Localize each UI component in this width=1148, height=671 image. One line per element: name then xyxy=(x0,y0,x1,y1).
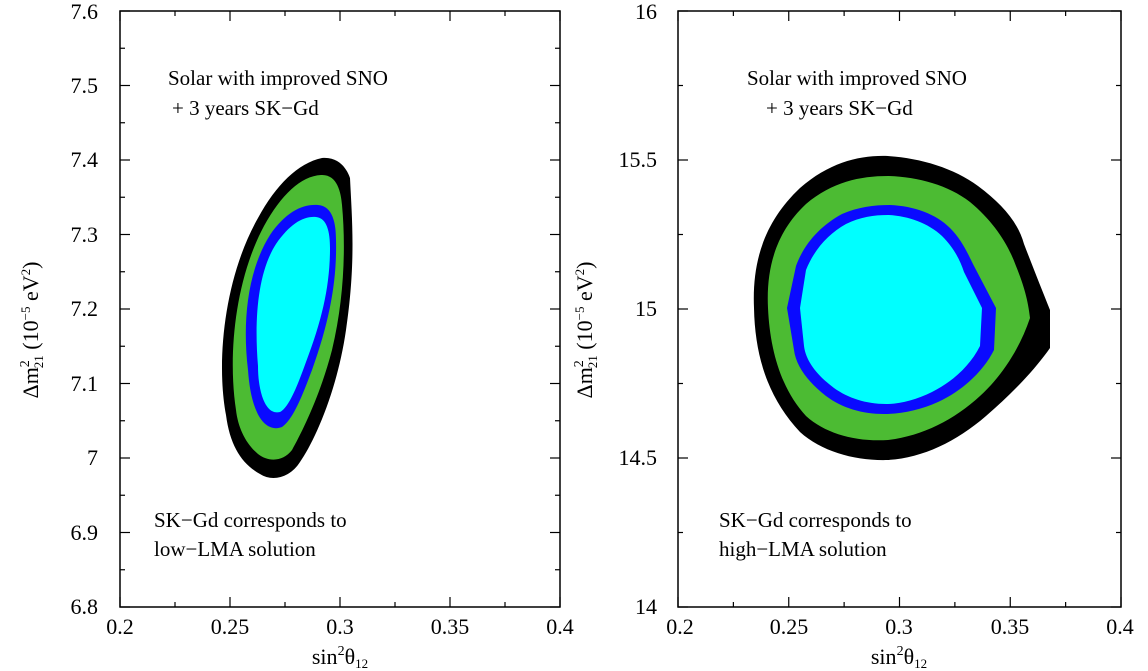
right-ytick-label: 15 xyxy=(635,296,657,321)
right-title-line1: Solar with improved SNO xyxy=(747,66,967,90)
right-xtick-label: 0.35 xyxy=(991,614,1030,639)
right-ytick-label: 15.5 xyxy=(619,147,658,172)
left-ytick-label: 7.5 xyxy=(71,73,99,98)
right-y-axis-label: Δm221 (10−5 eV2) xyxy=(572,262,600,399)
left-y-axis-label: Δm221 (10−5 eV2) xyxy=(18,262,46,399)
left-ytick-label: 6.8 xyxy=(71,594,99,619)
right-xtick-label: 0.4 xyxy=(1106,614,1134,639)
left-title-line2: + 3 years SK−Gd xyxy=(172,96,319,120)
left-ytick-label: 7.1 xyxy=(71,371,99,396)
left-region-cyan xyxy=(256,216,330,413)
right-note-line2: high−LMA solution xyxy=(719,537,887,561)
left-xtick-label: 0.25 xyxy=(211,614,250,639)
left-panel: 6.8 6.9 7 7.1 7.2 7.3 7.4 7.5 7.6 0.2 0.… xyxy=(18,0,574,671)
left-ytick-label: 7.2 xyxy=(71,296,99,321)
left-xtick-label: 0.2 xyxy=(106,614,134,639)
right-xtick-label: 0.25 xyxy=(770,614,809,639)
right-panel: 14 14.5 15 15.5 16 0.2 0.25 0.3 0.35 0.4… xyxy=(572,0,1134,671)
right-contours xyxy=(753,155,1050,461)
left-x-axis-label: sin2θ12 xyxy=(312,644,368,671)
right-xtick-label: 0.3 xyxy=(885,614,913,639)
left-ytick-label: 7.6 xyxy=(71,0,99,24)
right-note-line1: SK−Gd corresponds to xyxy=(719,508,912,532)
left-note-line1: SK−Gd corresponds to xyxy=(154,508,347,532)
left-xtick-label: 0.35 xyxy=(431,614,470,639)
left-ytick-label: 7 xyxy=(87,445,98,470)
right-ytick-label: 16 xyxy=(635,0,657,24)
left-ytick-label: 6.9 xyxy=(71,520,99,545)
right-y-tick-labels: 14 14.5 15 15.5 16 xyxy=(619,0,658,619)
left-ticks xyxy=(119,10,561,608)
right-ticks xyxy=(677,10,1122,608)
left-xtick-label: 0.4 xyxy=(546,614,574,639)
left-ytick-label: 7.3 xyxy=(71,222,99,247)
left-ytick-label: 7.4 xyxy=(71,147,99,172)
right-region-cyan xyxy=(800,215,982,404)
right-ytick-label: 14.5 xyxy=(619,445,658,470)
left-xtick-label: 0.3 xyxy=(326,614,354,639)
left-note-line2: low−LMA solution xyxy=(154,537,316,561)
right-title-line2: + 3 years SK−Gd xyxy=(766,96,913,120)
right-x-tick-labels: 0.2 0.25 0.3 0.35 0.4 xyxy=(666,614,1134,639)
left-contours xyxy=(221,157,353,478)
left-title-line1: Solar with improved SNO xyxy=(168,66,388,90)
right-ytick-label: 14 xyxy=(635,594,657,619)
right-x-axis-label: sin2θ12 xyxy=(871,644,927,671)
left-y-tick-labels: 6.8 6.9 7 7.1 7.2 7.3 7.4 7.5 7.6 xyxy=(71,0,99,619)
right-xtick-label: 0.2 xyxy=(666,614,694,639)
left-x-tick-labels: 0.2 0.25 0.3 0.35 0.4 xyxy=(106,614,574,639)
